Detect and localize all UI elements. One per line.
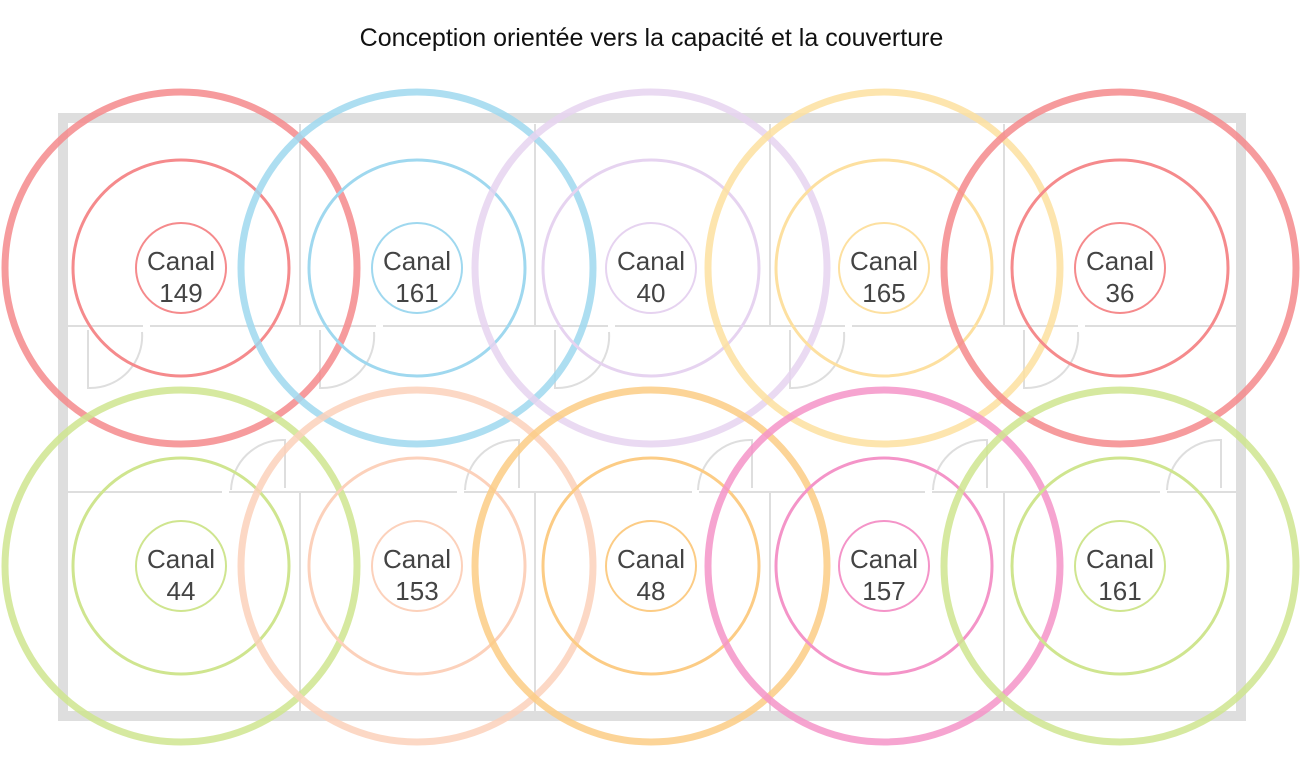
outer-coverage-ring <box>704 88 1064 448</box>
outer-coverage-ring <box>1 386 361 746</box>
outer-coverage-ring <box>1 88 361 448</box>
coverage-cells: Canal149Canal161Canal40Canal165Canal36Ca… <box>1 88 1300 746</box>
inner-coverage-ring <box>1074 520 1166 612</box>
inner-coverage-ring <box>605 222 697 314</box>
channel-label: Canal <box>1086 246 1154 276</box>
door <box>230 439 286 491</box>
outer-coverage-ring <box>471 88 831 448</box>
channel-number: 36 <box>1106 278 1135 308</box>
channel-number: 161 <box>1098 576 1141 606</box>
channel-label: Canal <box>147 246 215 276</box>
channel-label: Canal <box>850 246 918 276</box>
channel-number: 153 <box>395 576 438 606</box>
door <box>1023 330 1080 390</box>
inner-coverage-ring <box>371 520 463 612</box>
channel-label: Canal <box>147 544 215 574</box>
inner-coverage-ring <box>1074 222 1166 314</box>
door <box>87 330 144 390</box>
channel-label: Canal <box>1086 544 1154 574</box>
channel-label: Canal <box>617 544 685 574</box>
channel-number: 161 <box>395 278 438 308</box>
diagram-title: Conception orientée vers la capacité et … <box>359 24 944 52</box>
floor-plan-walls <box>58 113 1246 721</box>
inner-coverage-ring <box>135 222 227 314</box>
mid-coverage-ring <box>307 158 527 378</box>
outer-coverage-ring <box>940 88 1300 448</box>
channel-number: 165 <box>862 278 905 308</box>
mid-coverage-ring <box>1010 158 1230 378</box>
mid-coverage-ring <box>541 456 761 676</box>
inner-coverage-ring <box>135 520 227 612</box>
inner-coverage-ring <box>371 222 463 314</box>
door <box>789 330 846 390</box>
channel-number: 48 <box>637 576 666 606</box>
mid-coverage-ring <box>541 158 761 378</box>
door <box>554 330 611 390</box>
mid-coverage-ring <box>71 456 291 676</box>
mid-coverage-ring <box>774 158 994 378</box>
mid-coverage-ring <box>307 456 527 676</box>
door <box>1166 439 1222 491</box>
door <box>932 439 988 491</box>
inner-coverage-ring <box>605 520 697 612</box>
channel-number: 44 <box>167 576 196 606</box>
channel-label: Canal <box>617 246 685 276</box>
channel-number: 157 <box>862 576 905 606</box>
channel-label: Canal <box>850 544 918 574</box>
channel-label: Canal <box>383 246 451 276</box>
mid-coverage-ring <box>774 456 994 676</box>
channel-number: 149 <box>159 278 202 308</box>
door <box>319 330 376 390</box>
mid-coverage-ring <box>71 158 291 378</box>
mid-coverage-ring <box>1010 456 1230 676</box>
outer-wall <box>58 113 1246 721</box>
inner-coverage-ring <box>838 520 930 612</box>
outer-coverage-ring <box>237 386 597 746</box>
door <box>464 439 520 491</box>
channel-label: Canal <box>383 544 451 574</box>
channel-number: 40 <box>637 278 666 308</box>
outer-coverage-ring <box>940 386 1300 746</box>
outer-coverage-ring <box>471 386 831 746</box>
outer-coverage-ring <box>704 386 1064 746</box>
inner-coverage-ring <box>838 222 930 314</box>
door <box>697 439 753 491</box>
outer-coverage-ring <box>237 88 597 448</box>
